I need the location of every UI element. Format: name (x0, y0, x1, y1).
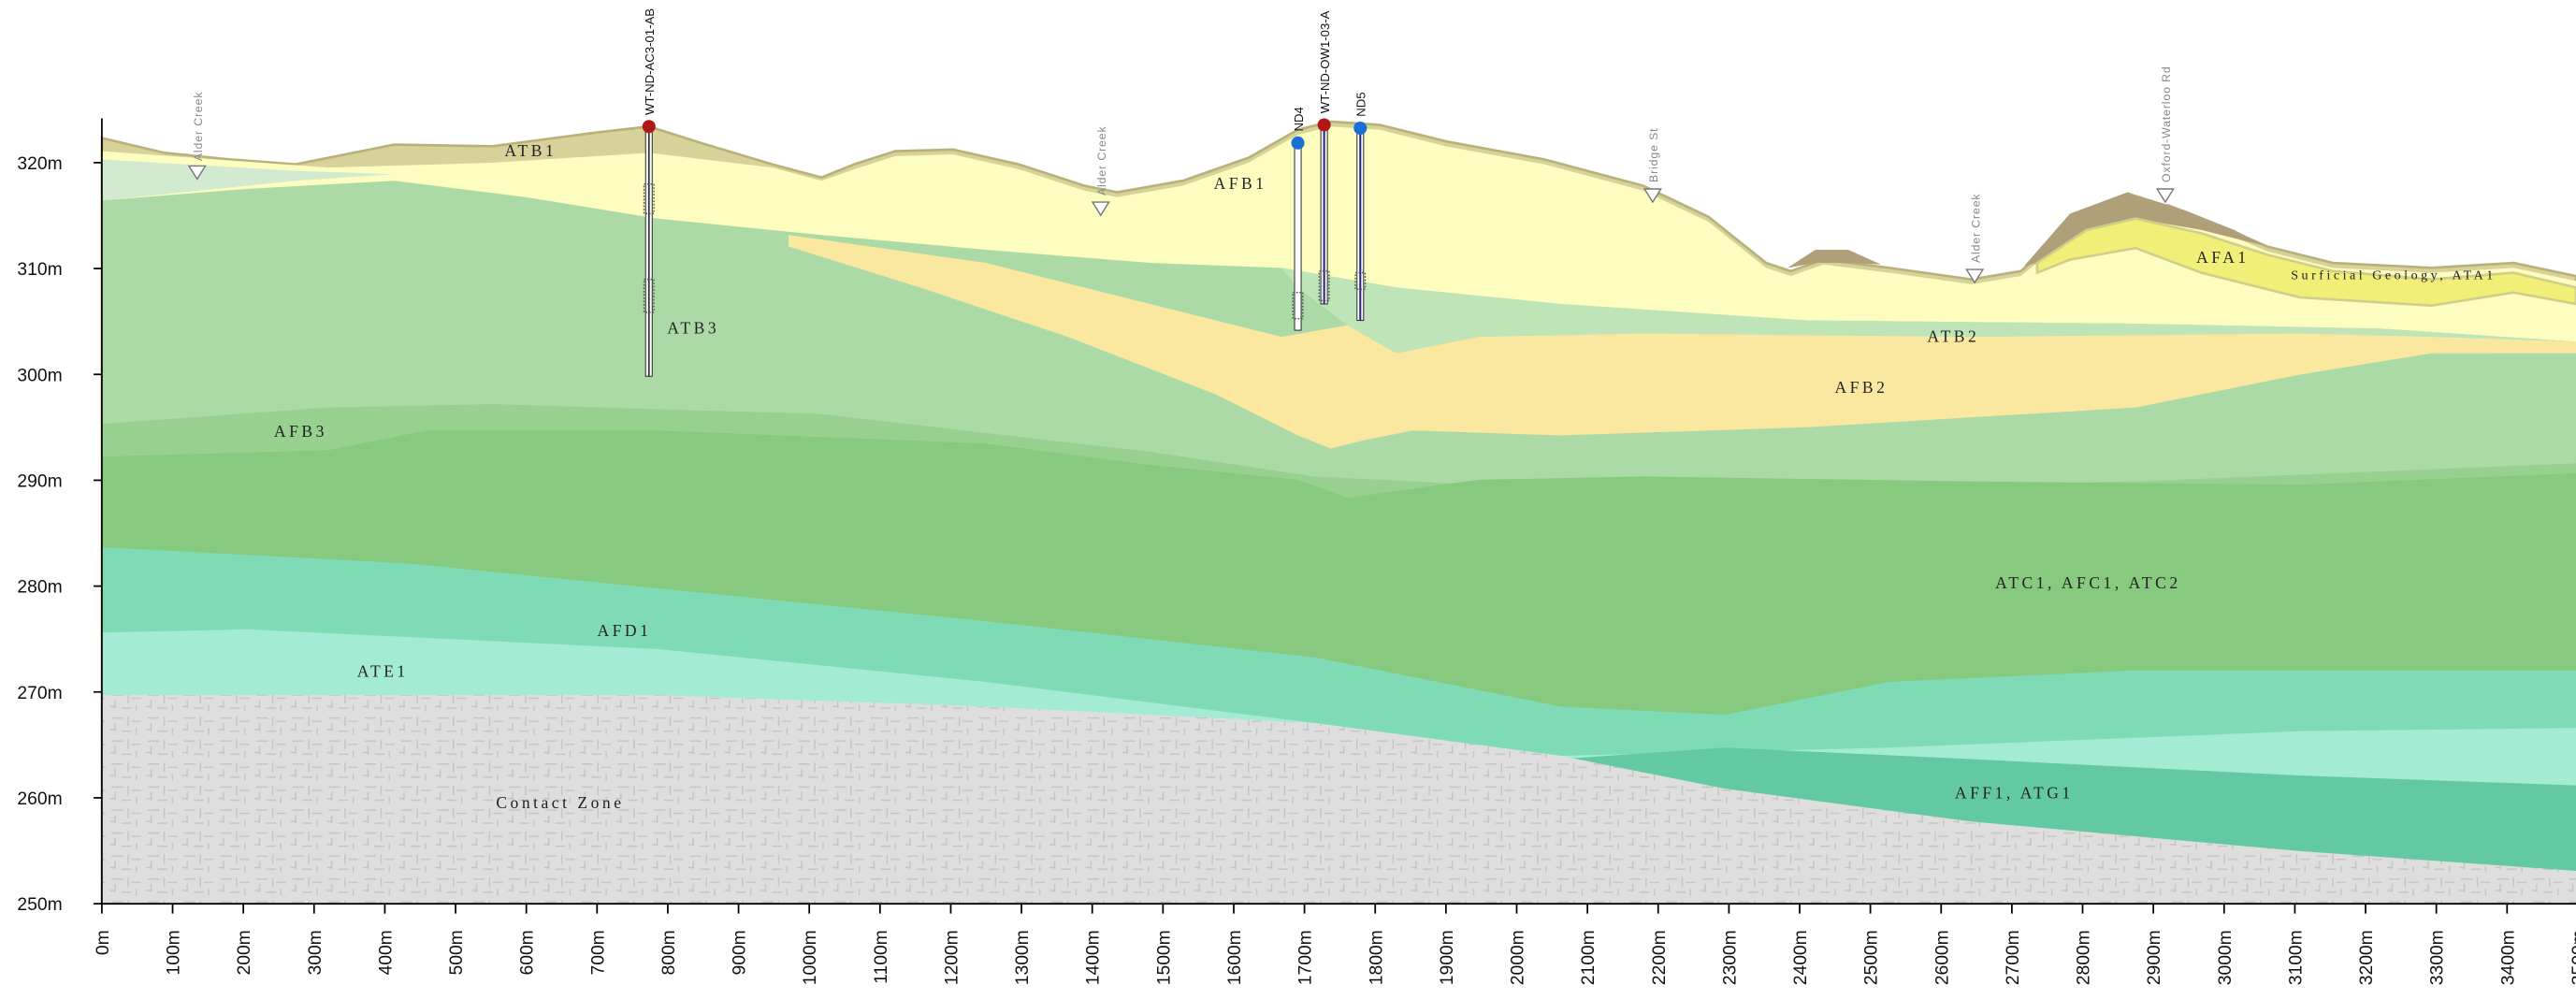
x-tick-label: 600m (518, 930, 538, 975)
x-tick-label: 2300m (1720, 930, 1740, 985)
x-tick-label: 2500m (1862, 930, 1882, 985)
x-tick-label: 2700m (2004, 930, 2023, 985)
unit-label: AFB3 (274, 422, 327, 441)
x-tick-label: 700m (588, 930, 608, 975)
y-tick-label: 320m (17, 154, 62, 174)
y-tick-label: 280m (17, 578, 62, 598)
water-marker (187, 165, 2175, 284)
x-tick-label: 1900m (1438, 930, 1457, 985)
unit-label: Contact Zone (496, 793, 624, 812)
afa1-layer (2035, 217, 2576, 308)
borehole: ND5 (1353, 92, 1368, 322)
y-tick-label: 270m (17, 684, 62, 703)
brown-patch (2023, 192, 2267, 267)
afb2-layer (789, 235, 2576, 449)
borehole-label: WT-ND-AC3-01-AB (643, 8, 657, 115)
x-tick-label: 2400m (1791, 930, 1811, 985)
x-tick-label: 500m (447, 930, 467, 975)
contact-zone (101, 695, 2576, 905)
x-tick-label: 1200m (942, 930, 962, 985)
water-levels: Alder Creek Alder Creek Bridge St Alder … (187, 65, 2175, 284)
boreholes: WT-ND-AC3-01-AB ND4 WT-ND-OW1-03-A ND5 (642, 8, 1368, 377)
brown-patch (1787, 250, 1882, 268)
borehole: WT-ND-OW1-03-A (1317, 10, 1332, 305)
unit-label: AFA1 (2196, 248, 2250, 267)
x-tick-label: 2100m (1579, 930, 1599, 985)
unit-label: AFF1, ATG1 (1955, 784, 2074, 803)
x-tick-label: 2900m (2145, 930, 2164, 985)
x-tick-label: 2200m (1650, 930, 1670, 985)
x-tick-label: 2000m (1509, 930, 1528, 985)
x-tick-label: 1000m (801, 930, 820, 985)
x-tick-label: 0m (94, 930, 113, 955)
x-tick-label: 2600m (1932, 930, 1952, 985)
borehole: WT-ND-AC3-01-AB (642, 8, 657, 377)
x-tick-label: 800m (659, 930, 679, 975)
unit-label: AFB2 (1834, 378, 1888, 397)
x-tick-label: 1100m (872, 930, 891, 984)
y-tick-label: 300m (17, 366, 62, 385)
y-tick-label: 250m (17, 895, 62, 915)
unit-label: ATE1 (357, 662, 409, 681)
water-label: Alder Creek (1969, 194, 1982, 264)
x-tick-label: 2800m (2075, 930, 2094, 985)
x-tick-label: 1500m (1154, 930, 1174, 985)
layers (100, 120, 2576, 905)
borehole-label: WT-ND-OW1-03-A (1318, 10, 1332, 113)
x-tick-label: 100m (165, 930, 184, 975)
water-label: Oxford-Waterloo Rd (2160, 65, 2173, 182)
unit-label: ATB1 (504, 141, 557, 160)
unit-label: ATB3 (667, 319, 719, 338)
water-label: Alder Creek (192, 92, 205, 162)
x-tick-label: 900m (731, 930, 750, 975)
x-tick-label: 1300m (1013, 930, 1033, 985)
x-tick-label: 1700m (1296, 930, 1316, 985)
borehole-label: ND5 (1354, 92, 1368, 116)
water-label: Bridge St (1647, 128, 1660, 182)
y-tick-label: 260m (17, 789, 62, 809)
atb2-layer (1281, 268, 2576, 355)
x-tick-label: 3100m (2286, 930, 2306, 985)
x-tick-label: 3000m (2216, 930, 2236, 985)
unit-label: ATB2 (1927, 326, 1979, 345)
y-tick-label: 290m (17, 471, 62, 491)
axes: 320m 310m 300m 290m 280m 270m 260m 250m 0m 100m 20… (17, 118, 2576, 985)
unit-label: ATC1, AFC1, ATC2 (1995, 573, 2181, 592)
x-tick-label: 3300m (2428, 930, 2448, 985)
borehole: ND4 (1291, 107, 1306, 331)
x-tick-label: 1800m (1367, 930, 1386, 985)
unit-labels: ATB1 AFB1 ATB3 AFB3 AFB2 ATB2 AFA1 Surfi… (274, 141, 2496, 812)
x-tick-label: 1600m (1225, 930, 1245, 985)
water-label: Alder Creek (1095, 126, 1108, 196)
borehole-label: ND4 (1292, 107, 1306, 131)
x-tick-label: 3400m (2498, 930, 2518, 985)
x-tick-label: 3500m (2569, 930, 2576, 985)
x-tick-label: 300m (306, 930, 326, 975)
unit-label: AFB1 (1214, 174, 1267, 193)
unit-label: AFD1 (597, 621, 651, 640)
x-tick-label: 1400m (1084, 930, 1104, 985)
x-tick-label: 200m (235, 930, 254, 975)
x-tick-label: 400m (376, 930, 396, 975)
light-band (101, 159, 395, 201)
y-tick-label: 310m (17, 260, 62, 280)
unit-label: Surficial Geology, ATA1 (2291, 268, 2496, 283)
x-tick-label: 3200m (2357, 930, 2377, 985)
